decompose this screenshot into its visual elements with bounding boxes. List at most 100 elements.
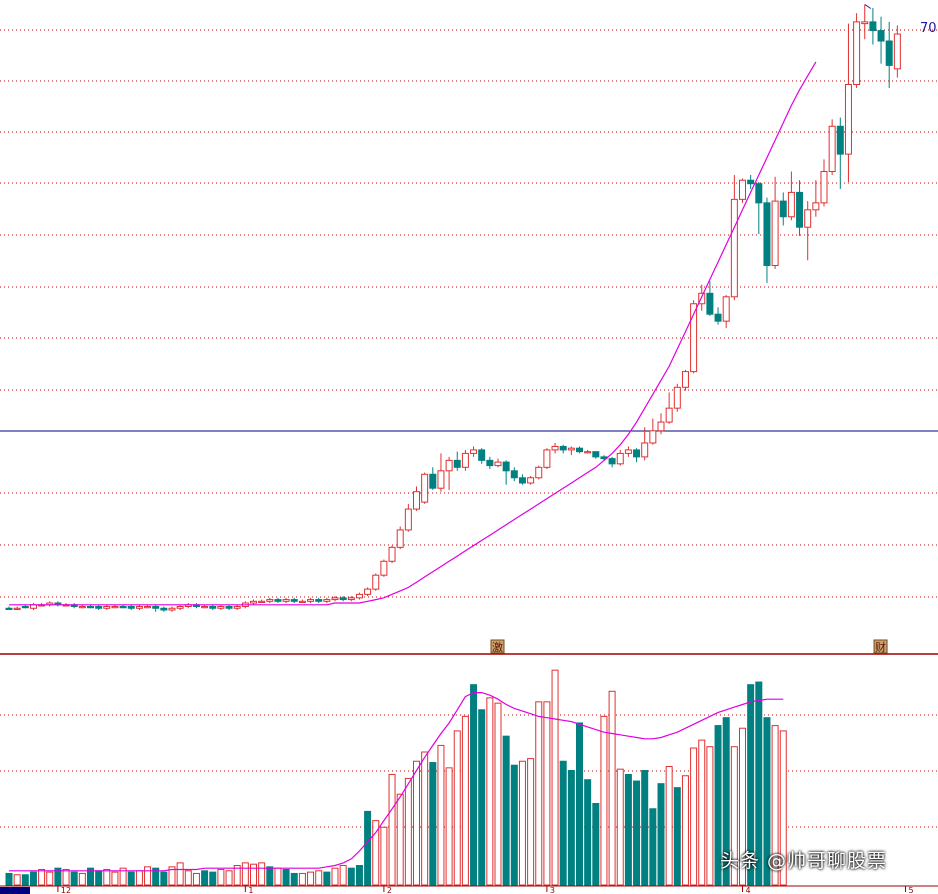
volume-bar <box>543 701 551 886</box>
candle <box>54 601 62 607</box>
candle <box>567 446 575 456</box>
candle <box>282 597 290 604</box>
volume-bar <box>380 826 388 886</box>
volume-bar <box>13 874 21 886</box>
candle <box>160 606 168 612</box>
x-tick: 1 <box>244 886 253 894</box>
candle-body <box>494 461 502 467</box>
candle <box>290 597 298 604</box>
volume-moving-average <box>9 692 784 872</box>
volume-bar <box>518 760 526 886</box>
candle <box>70 603 78 609</box>
volume-bar <box>225 870 233 886</box>
candle <box>706 281 714 316</box>
volume-bar <box>559 760 567 886</box>
candle-body <box>168 607 176 611</box>
candle-body <box>323 599 331 602</box>
volume-bar <box>730 746 738 886</box>
candle-body <box>502 461 510 472</box>
candle-body <box>747 179 755 185</box>
candle-body <box>779 200 787 218</box>
volume-bar <box>413 760 420 886</box>
candle <box>470 446 478 457</box>
volume-bar <box>722 717 730 886</box>
candle <box>168 606 176 612</box>
volume-bar <box>535 701 543 886</box>
candle <box>355 592 363 600</box>
volume-bar <box>184 870 192 886</box>
volume-bar <box>494 702 502 886</box>
candle-body <box>453 459 461 468</box>
volume-bar <box>641 769 649 886</box>
candle <box>649 418 657 445</box>
candle <box>404 503 412 532</box>
volume-bar <box>78 872 86 886</box>
volume-bar <box>470 684 478 886</box>
candle <box>176 604 184 610</box>
candle <box>380 559 388 577</box>
volume-bar <box>567 769 575 886</box>
candle-body <box>657 421 665 432</box>
candle <box>600 455 608 461</box>
candle-body <box>665 407 673 423</box>
candle-body <box>584 451 592 454</box>
volume-bar <box>290 872 298 886</box>
candle-body <box>445 459 453 472</box>
volume-bar <box>437 744 445 886</box>
x-tick: 4 <box>742 886 751 894</box>
volume-bar <box>445 767 453 886</box>
volume-bar <box>355 865 363 886</box>
volume-gridlines <box>0 714 938 828</box>
volume-bar <box>649 808 657 886</box>
candle-body <box>380 560 388 576</box>
candle-body <box>722 296 730 322</box>
candle <box>771 176 779 269</box>
volume-bar <box>5 872 13 886</box>
peak-pointer <box>864 4 872 9</box>
candle <box>103 604 111 610</box>
candle-body <box>714 313 722 322</box>
candle <box>633 448 641 463</box>
volume-bar <box>608 690 616 886</box>
candle <box>730 175 738 301</box>
candle-body <box>861 21 869 25</box>
candle <box>624 446 632 457</box>
candle <box>127 604 135 610</box>
volume-bar <box>209 871 217 886</box>
event-marker: 财 <box>873 639 888 654</box>
volume-bar <box>331 867 339 886</box>
candlestick-series <box>5 4 901 612</box>
watermark-text: 头条 @帅哥聊股票 <box>720 850 888 872</box>
volume-bar <box>698 739 706 886</box>
x-tick-label: 2 <box>387 886 392 894</box>
candle <box>192 603 200 609</box>
candle <box>592 451 600 459</box>
candle <box>95 604 103 610</box>
candle-body <box>298 600 306 603</box>
volume-bar <box>176 862 184 886</box>
candle <box>307 597 315 604</box>
volume-bar <box>551 669 559 886</box>
candle <box>437 453 445 492</box>
volume-bar <box>453 730 461 886</box>
candle <box>13 606 21 610</box>
candle <box>225 604 233 610</box>
candle <box>665 392 673 424</box>
candle <box>209 604 217 610</box>
volume-bar <box>527 758 535 886</box>
candle-body <box>282 599 290 602</box>
candle-body <box>421 473 429 503</box>
candle-body <box>804 209 812 228</box>
candle-body <box>225 606 233 609</box>
volume-bar <box>364 810 372 886</box>
volume-bar <box>160 871 168 886</box>
candle <box>616 449 624 466</box>
candle <box>657 413 665 435</box>
candle-body <box>5 607 13 610</box>
candle <box>812 180 820 217</box>
candle <box>453 451 461 471</box>
candle-body <box>250 600 257 604</box>
candle-body <box>111 606 119 609</box>
candle <box>584 449 592 454</box>
